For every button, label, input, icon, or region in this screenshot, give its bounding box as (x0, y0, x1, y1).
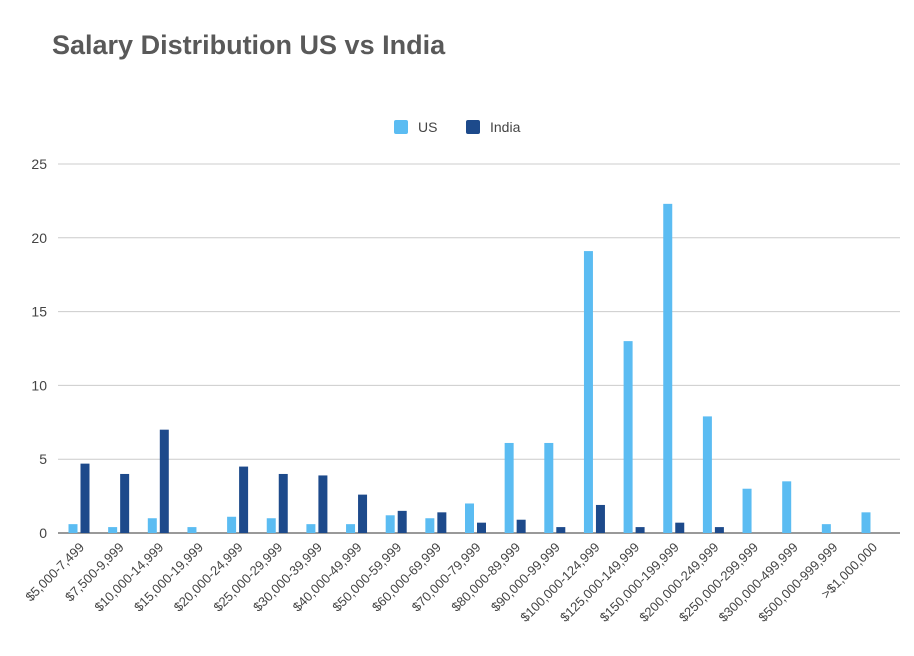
legend-item-india: India (466, 119, 520, 135)
legend-item-us: US (394, 119, 437, 135)
x-tick-label: $20,000-24,999 (171, 540, 246, 615)
bar-us (187, 527, 197, 533)
x-tick-label: $40,000-49,999 (290, 540, 365, 615)
bar-india (516, 519, 526, 533)
bar-us (702, 416, 712, 533)
chart-title: Salary Distribution US vs India (52, 30, 446, 60)
bar-india (397, 510, 407, 533)
bar-india (318, 475, 328, 533)
bar-us (504, 442, 514, 533)
x-tick-label: $15,000-19,999 (131, 540, 206, 615)
x-tick-label: $10,000-14,999 (91, 540, 166, 615)
bar-india (714, 527, 724, 533)
bar-india (635, 527, 645, 533)
bar-us (742, 488, 752, 533)
bar-us (266, 518, 276, 533)
x-tick-label: $90,000-99,999 (488, 540, 563, 615)
bar-india (358, 494, 368, 533)
bar-india (80, 463, 90, 533)
bar-us (385, 515, 395, 533)
legend-swatch-india (466, 120, 480, 134)
bar-us (623, 341, 633, 533)
legend-label-us: US (418, 119, 438, 135)
bar-us (782, 481, 792, 533)
bar-us (425, 518, 435, 533)
bar-india (477, 522, 486, 533)
bar-india (556, 527, 566, 533)
bar-us (544, 442, 554, 533)
x-tick-label: $50,000-59,999 (329, 540, 404, 615)
bar-india (675, 522, 685, 533)
bar-us (465, 503, 474, 533)
bar-us (227, 516, 237, 533)
bar-us (346, 524, 356, 533)
legend-swatch-us (394, 120, 408, 134)
y-tick-label: 20 (31, 230, 47, 246)
bar-india (159, 429, 169, 533)
bar-us (147, 518, 157, 533)
x-tick-label: $60,000-69,999 (369, 540, 444, 615)
y-tick-label: 25 (31, 156, 47, 172)
bar-us (861, 512, 871, 533)
legend-label-india: India (490, 119, 521, 135)
bar-india (239, 466, 249, 533)
bar-us (306, 524, 316, 533)
bar-india (120, 473, 130, 533)
x-tick-label: $25,000-29,999 (210, 540, 285, 615)
x-tick-label: $80,000-89,999 (448, 540, 523, 615)
bar-india (437, 512, 447, 533)
bar-india (595, 504, 605, 533)
y-tick-label: 0 (39, 525, 47, 541)
bar-us (583, 251, 593, 534)
bar-us (821, 524, 831, 533)
bar-us (108, 527, 118, 533)
y-tick-label: 15 (31, 304, 47, 320)
x-tick-label: $30,000-39,999 (250, 540, 325, 615)
y-tick-label: 5 (39, 451, 47, 467)
x-tick-label: $70,000-79,999 (409, 540, 484, 615)
legend: US India (0, 119, 914, 139)
bar-us (68, 524, 78, 533)
bar-india (278, 473, 288, 533)
bar-us (663, 203, 673, 534)
y-tick-label: 10 (31, 377, 47, 393)
